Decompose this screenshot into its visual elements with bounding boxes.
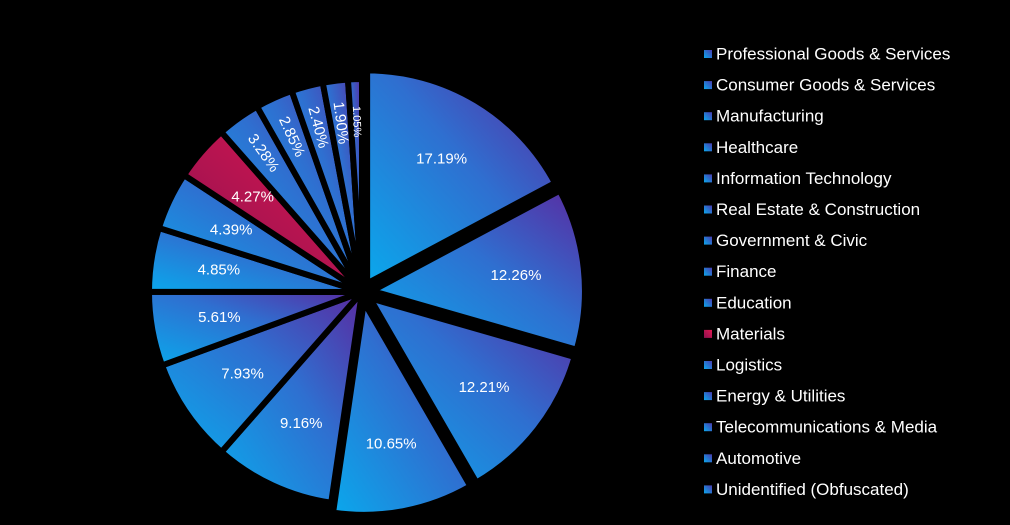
legend-swatch-information-technology <box>704 174 712 183</box>
data-label-information-technology: 9.16% <box>280 415 323 432</box>
legend-label-energy-utilities: Energy & Utilities <box>716 387 845 406</box>
legend-swatch-manufacturing <box>704 112 712 121</box>
data-label-healthcare: 10.65% <box>366 436 417 453</box>
legend-label-materials: Materials <box>716 324 785 343</box>
legend-label-professional-goods-services: Professional Goods & Services <box>716 45 950 64</box>
legend-label-government-civic: Government & Civic <box>716 231 868 250</box>
legend-label-logistics: Logistics <box>716 356 782 375</box>
legend-swatch-materials <box>704 329 712 338</box>
data-label-materials: 4.27% <box>231 189 274 206</box>
legend-swatch-education <box>704 298 712 307</box>
legend-swatch-consumer-goods-services <box>704 81 712 90</box>
legend-swatch-real-estate-construction <box>704 205 712 214</box>
pie-slice-professional-goods-services <box>364 67 560 289</box>
legend-swatch-automotive <box>704 454 712 463</box>
pie-slice-manufacturing <box>363 293 579 487</box>
pie-slice-unidentified-obfuscated <box>344 75 365 293</box>
legend-swatch-finance <box>704 267 712 276</box>
legend-swatch-telecommunications-media <box>704 423 712 432</box>
legend-label-unidentified-obfuscated: Unidentified (Obfuscated) <box>716 480 909 499</box>
legend-label-automotive: Automotive <box>716 449 801 468</box>
legend-label-information-technology: Information Technology <box>716 169 892 188</box>
legend-label-consumer-goods-services: Consumer Goods & Services <box>716 76 935 95</box>
legend-swatch-unidentified-obfuscated <box>704 485 712 494</box>
legend-label-education: Education <box>716 293 792 312</box>
legend-swatch-professional-goods-services <box>704 50 712 58</box>
legend-swatch-energy-utilities <box>704 392 712 401</box>
data-label-government-civic: 5.61% <box>198 309 241 326</box>
pie-slice-information-technology <box>217 282 367 507</box>
legend: Professional Goods & Services Consumer Go… <box>704 45 950 499</box>
pie-slice-consumer-goods-services <box>364 186 588 354</box>
data-label-unidentified-obfuscated: 1.05% <box>350 106 363 138</box>
data-label-professional-goods-services: 17.19% <box>416 151 467 168</box>
pie-slices <box>145 67 588 518</box>
legend-label-finance: Finance <box>716 262 776 281</box>
legend-label-manufacturing: Manufacturing <box>716 107 824 126</box>
data-label-real-estate-construction: 7.93% <box>221 365 264 382</box>
legend-swatch-government-civic <box>704 236 712 245</box>
data-label-finance: 4.85% <box>198 261 241 278</box>
data-label-education: 4.39% <box>210 221 253 238</box>
data-label-consumer-goods-services: 12.26% <box>491 267 542 284</box>
pie-slice-healthcare <box>329 292 475 518</box>
legend-label-healthcare: Healthcare <box>716 138 798 157</box>
legend-label-real-estate-construction: Real Estate & Construction <box>716 200 920 219</box>
data-label-automotive: 1.90% <box>330 101 352 145</box>
data-label-manufacturing: 12.21% <box>459 379 510 396</box>
legend-swatch-logistics <box>704 361 712 369</box>
legend-label-telecommunications-media: Telecommunications & Media <box>716 418 938 437</box>
legend-swatch-healthcare <box>704 143 712 152</box>
